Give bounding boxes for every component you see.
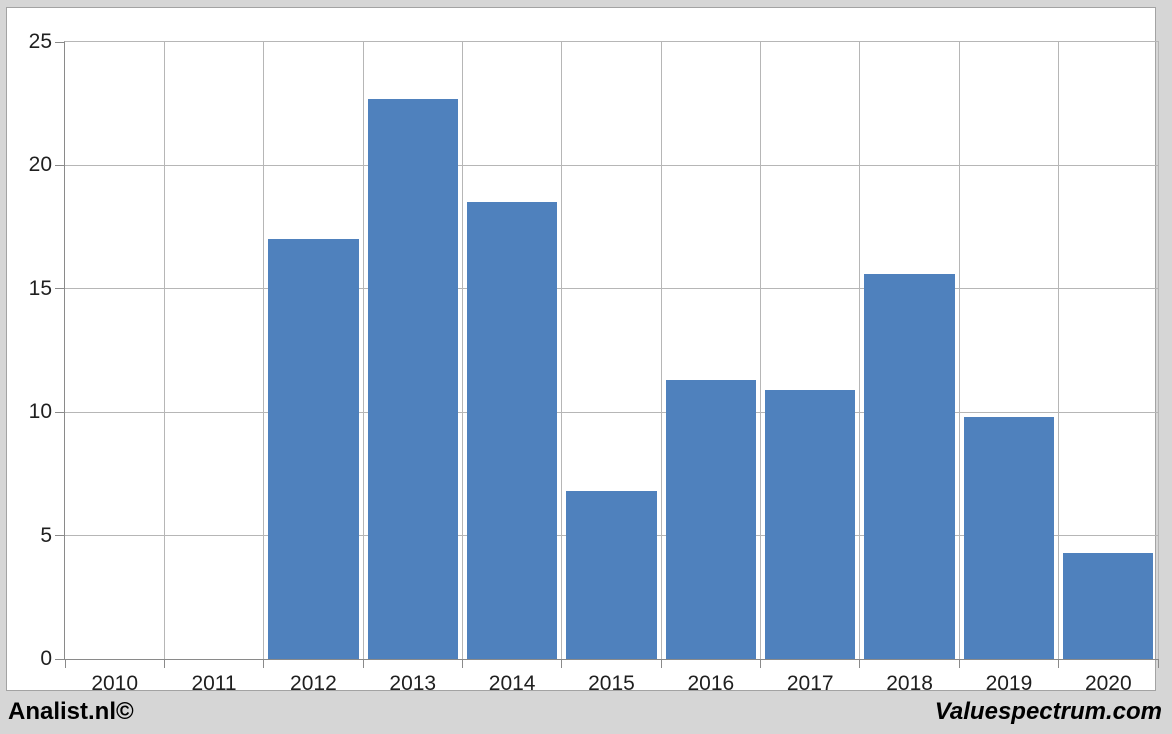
vertical-gridline [163, 42, 165, 659]
x-axis-tick [1058, 659, 1060, 668]
y-axis-tick [55, 41, 65, 43]
vertical-gridline [1058, 42, 1060, 659]
bar-2015 [566, 491, 657, 659]
vertical-gridline [660, 42, 662, 659]
y-axis-label: 25 [28, 30, 52, 53]
x-axis-tick [1157, 659, 1159, 668]
y-axis-tick [55, 658, 65, 660]
vertical-gridline [859, 42, 861, 659]
x-axis-label: 2010 [91, 672, 139, 695]
bar-2016 [665, 380, 757, 659]
footer-source-analist: Analist.nl© [8, 698, 134, 725]
x-axis-label: 2020 [1084, 672, 1132, 695]
vertical-gridline [760, 42, 762, 659]
x-axis-tick [760, 659, 762, 668]
x-axis-tick [958, 659, 960, 668]
x-axis-label: 2015 [588, 672, 635, 695]
horizontal-gridline [65, 164, 1158, 166]
vertical-gridline [263, 42, 265, 659]
vertical-gridline [362, 42, 364, 659]
plot-area: 0 5 10 15 20 25 2010 2011 2012 2013 2014 2015 2016 20… [29, 30, 1159, 695]
x-axis-label: 2014 [488, 672, 536, 695]
y-axis-tick [55, 411, 65, 413]
bar-2017 [765, 390, 856, 659]
bar-2014 [466, 202, 558, 659]
x-axis-label: 2012 [290, 672, 337, 695]
vertical-gridline [461, 42, 463, 659]
x-axis-label: 2019 [985, 672, 1033, 695]
y-axis-label: 20 [28, 153, 52, 177]
bar-2020 [1063, 552, 1154, 659]
x-axis-label: 2016 [687, 672, 735, 695]
y-axis-label: 15 [28, 276, 52, 300]
x-axis-label: 2018 [886, 672, 933, 695]
bar-2013 [367, 98, 458, 659]
y-axis-tick [55, 164, 65, 166]
x-axis-tick [859, 659, 861, 668]
vertical-gridline [958, 42, 960, 659]
x-axis-tick [561, 659, 563, 668]
bar-2018 [864, 274, 955, 659]
horizontal-gridline [65, 411, 1158, 413]
x-axis-tick [163, 659, 165, 668]
x-axis-tick [362, 659, 364, 668]
y-axis-tick [55, 288, 65, 290]
x-axis-tick [461, 659, 463, 668]
x-axis-tick [263, 659, 265, 668]
bar-2012 [268, 239, 359, 659]
x-axis-label: 2017 [786, 672, 834, 695]
chart-panel: 0 5 10 15 20 25 2010 2011 2012 2013 2014 2015 2016 20… [6, 7, 1159, 695]
y-axis-label: 5 [40, 523, 52, 547]
x-axis-tick [64, 659, 66, 668]
x-axis-tick [660, 659, 662, 668]
y-axis-label: 10 [28, 400, 52, 424]
y-axis-tick [55, 535, 65, 537]
footer-source-valuespectrum: Valuespectrum.com [934, 698, 1162, 725]
vertical-gridline [561, 42, 563, 659]
x-axis-label: 2013 [389, 672, 437, 695]
horizontal-gridline [65, 288, 1158, 290]
y-axis-label: 0 [40, 647, 52, 670]
x-axis-label: 2011 [191, 672, 237, 695]
bar-2019 [963, 417, 1055, 659]
